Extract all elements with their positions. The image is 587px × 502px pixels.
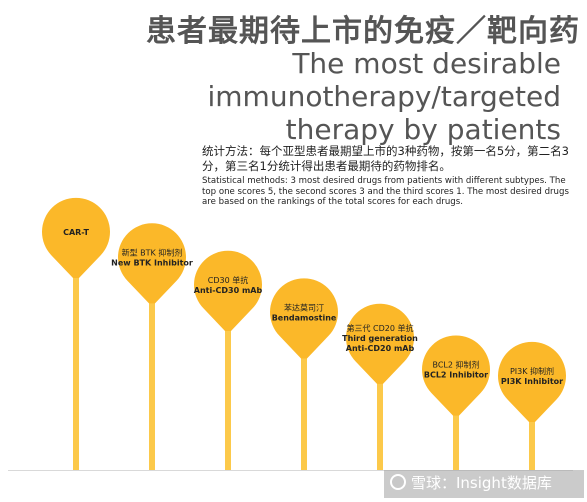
- balloon-stick: [149, 301, 155, 470]
- balloon-stick: [529, 420, 535, 470]
- balloon-label-cn: PI3K 抑制剂: [510, 366, 554, 376]
- snowball-logo-icon: [390, 474, 406, 490]
- baseline: [8, 470, 573, 471]
- balloon-label-cn: 新型 BTK 抑制剂: [122, 247, 183, 257]
- watermark: 雪球：Insight数据库: [390, 472, 552, 493]
- balloon-stick: [453, 413, 459, 470]
- balloon-stick: [73, 276, 79, 470]
- balloon-label-cn: CD30 单抗: [208, 275, 248, 285]
- method-note-chinese: 统计方法：每个亚型患者最期望上市的3种药物，按第一名5分，第二名3分，第三名1分…: [202, 144, 569, 173]
- balloon-label-en: Third generation: [342, 334, 418, 343]
- balloon-label-cn: BCL2 抑制剂: [432, 360, 479, 370]
- balloon-mark: [118, 223, 186, 304]
- balloon-label-en: PI3K Inhibitor: [501, 377, 563, 386]
- balloon-label-en: Anti-CD20 mAb: [346, 344, 415, 353]
- page-title-english: The most desirable immunotherapy/targete…: [1, 47, 562, 146]
- balloon-stick: [377, 381, 383, 470]
- balloon-label-en: Anti-CD30 mAb: [194, 286, 263, 295]
- page-title-chinese: 患者最期待上市的免疫／靶向药: [146, 14, 580, 49]
- title-en-line-1: The most desirable immunotherapy/targete…: [207, 47, 562, 113]
- balloon-mark: [41, 197, 111, 278]
- balloon-label-cn: 第三代 CD20 单抗: [346, 323, 413, 333]
- balloon-stick: [225, 328, 231, 470]
- balloon-stick: [301, 356, 307, 470]
- balloon-mark: [346, 303, 415, 384]
- balloon-mark: [498, 341, 566, 422]
- balloon-label-en: New BTK Inhibitor: [111, 258, 193, 267]
- watermark-text: 雪球：Insight数据库: [411, 474, 552, 492]
- balloon-label-en: Bendamostine: [272, 313, 337, 322]
- title-en-line-2: therapy by patients: [285, 113, 561, 146]
- balloon-label-en: BCL2 Inhibitor: [424, 371, 488, 380]
- balloon-mark: [194, 250, 262, 331]
- method-note-english: Statistical methods: 3 most desired drug…: [202, 176, 569, 208]
- balloon-label-en: CAR-T: [63, 228, 89, 237]
- balloon-mark: [270, 278, 338, 359]
- watermark-background: [384, 470, 584, 498]
- balloon-mark: [422, 335, 490, 416]
- balloon-label-cn: 苯达莫司汀: [284, 302, 324, 312]
